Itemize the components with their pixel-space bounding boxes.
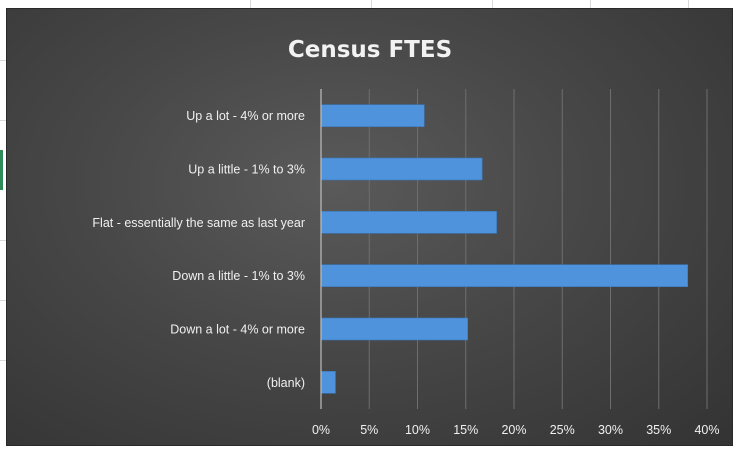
category-label: Up a little - 1% to 3%: [188, 163, 305, 177]
category-label: (blank): [267, 376, 305, 390]
sheet-gridline: [688, 0, 689, 12]
x-tick-label: 5%: [360, 423, 378, 437]
x-tick-label: 40%: [694, 423, 719, 437]
x-tick-label: 20%: [501, 423, 526, 437]
sheet-gridline: [0, 60, 6, 61]
x-tick-label: 15%: [453, 423, 478, 437]
x-tick-label: 35%: [646, 423, 671, 437]
bars: [320, 104, 689, 394]
chart-title: Census FTES: [288, 37, 452, 63]
gridlines: [368, 89, 708, 409]
x-tick-label: 10%: [405, 423, 430, 437]
sheet-gridline: [0, 240, 6, 241]
category-label: Flat - essentially the same as last year: [92, 216, 305, 230]
category-label: Down a little - 1% to 3%: [172, 269, 305, 283]
category-label: Up a lot - 4% or more: [186, 109, 305, 123]
category-labels: Up a lot - 4% or more Up a little - 1% to…: [92, 109, 305, 390]
chart-area[interactable]: Census FTES Up a lot - 4% or more Up a li…: [6, 8, 733, 446]
cell-selection-marker: [0, 150, 3, 190]
x-tick-label: 30%: [598, 423, 623, 437]
sheet-gridline: [250, 0, 251, 12]
x-tick-label: 25%: [550, 423, 575, 437]
sheet-gridline: [590, 0, 591, 12]
bar: [320, 157, 483, 181]
x-axis-tick-labels: 0% 5% 10% 15% 20% 25% 30% 35% 40%: [312, 423, 720, 437]
bar: [320, 317, 468, 341]
sheet-gridline: [0, 120, 6, 121]
bar: [320, 104, 425, 127]
bar: [320, 264, 689, 287]
census-ftes-chart: Census FTES Up a lot - 4% or more Up a li…: [92, 37, 720, 437]
x-tick-label: 0%: [312, 423, 330, 437]
bar: [320, 211, 497, 234]
sheet-gridline: [371, 0, 372, 12]
category-label: Down a lot - 4% or more: [170, 323, 305, 337]
sheet-gridline: [0, 360, 6, 361]
sheet-gridline: [492, 0, 493, 12]
bar: [320, 371, 336, 394]
sheet-gridline: [0, 300, 6, 301]
